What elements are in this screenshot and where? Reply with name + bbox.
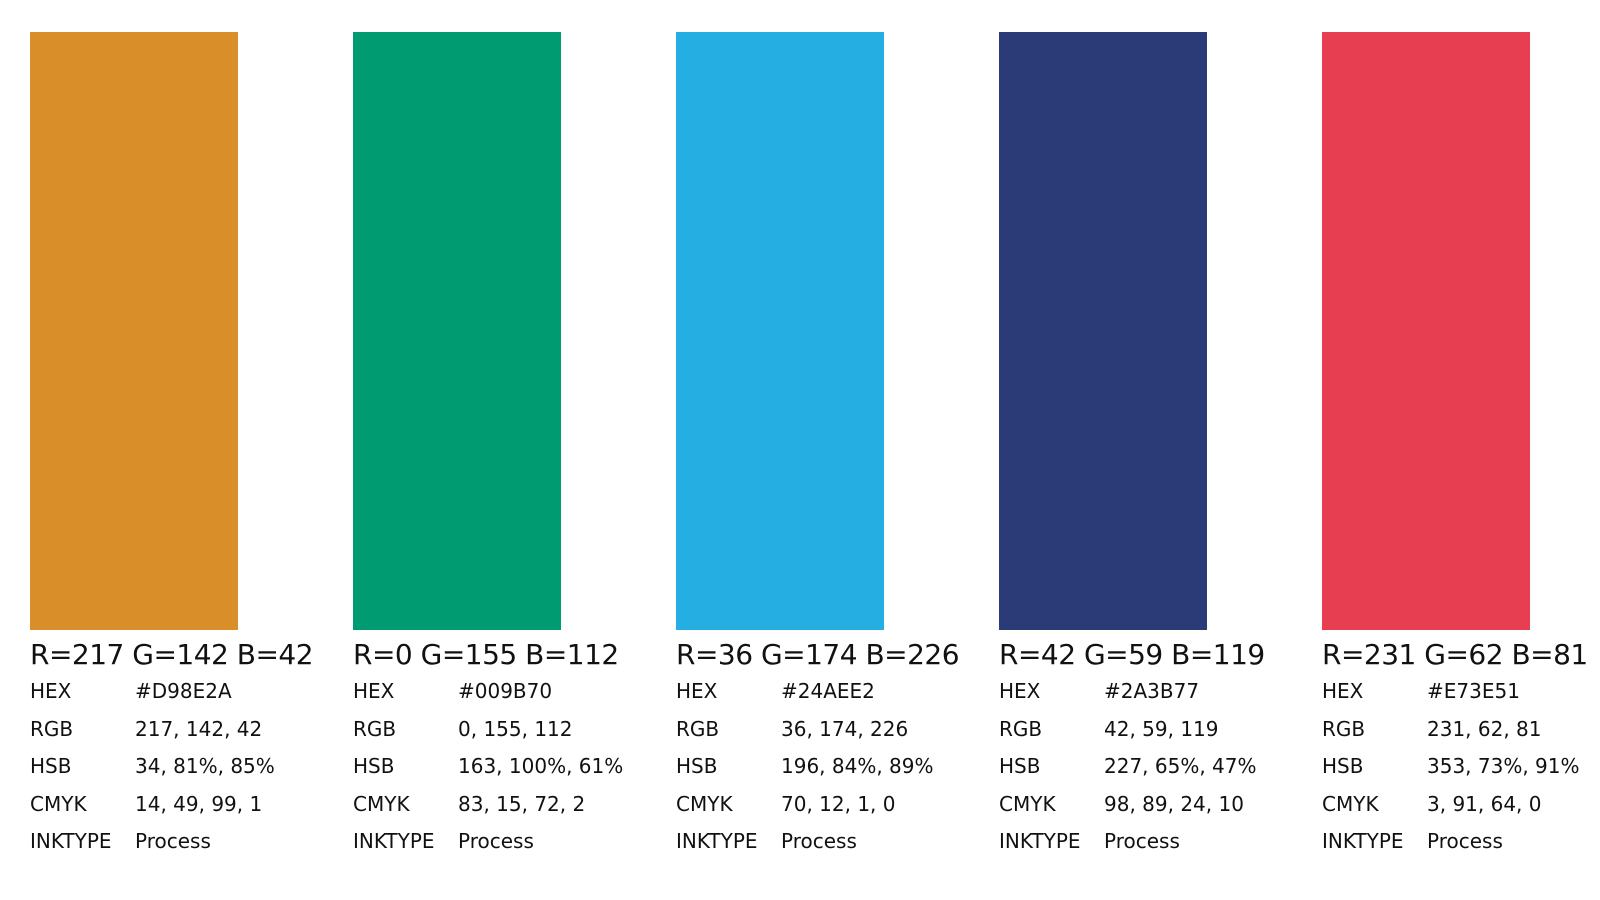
spec-label: HEX [1322,679,1364,703]
spec-value: 14, 49, 99, 1 [135,791,263,816]
color-chip [1322,32,1530,630]
spec-label: RGB [30,716,74,741]
swatch-title: R=36 G=174 B=226 [676,638,960,671]
spec-label: INKTYPE [1322,829,1404,853]
spec-label: HEX [353,679,395,703]
swatch: R=217 G=142 B=42 HEX #D98E2A RGB 217, 142, 4… [30,32,330,892]
spec-label: CMYK [1322,791,1379,816]
spec-label: INKTYPE [676,829,758,853]
spec-label: HEX [999,679,1041,703]
swatch: R=0 G=155 B=112 HEX #009B70 RGB 0, 155, 112 H… [353,32,653,892]
spec-value: 227, 65%, 47% [1104,754,1257,778]
spec-label: HEX [676,679,718,703]
spec-value: 34, 81%, 85% [135,754,275,778]
spec-value: #24AEE2 [781,679,875,703]
color-chip [676,32,884,630]
spec-value: 353, 73%, 91% [1427,754,1580,778]
swatch-title: R=217 G=142 B=42 [30,638,314,671]
spec-value: 163, 100%, 61% [458,754,624,778]
swatch: R=42 G=59 B=119 HEX #2A3B77 RGB 42, 59, 119 H… [999,32,1299,892]
color-chip [999,32,1207,630]
spec-value: 217, 142, 42 [135,716,263,741]
spec-label: HSB [676,754,718,778]
spec-value: 0, 155, 112 [458,716,573,741]
spec-value: 196, 84%, 89% [781,754,934,778]
spec-value: #009B70 [458,679,553,703]
spec-label: CMYK [676,791,733,816]
spec-label: CMYK [353,791,410,816]
spec-value: Process [781,829,857,853]
color-chip [30,32,238,630]
swatch-title: R=42 G=59 B=119 [999,638,1265,671]
spec-value: 3, 91, 64, 0 [1427,791,1542,816]
spec-label: HSB [1322,754,1364,778]
spec-value: 231, 62, 81 [1427,716,1542,741]
spec-label: RGB [353,716,397,741]
spec-label: HEX [30,679,72,703]
spec-label: HSB [353,754,395,778]
spec-label: HSB [30,754,72,778]
swatch: R=231 G=62 B=81 HEX #E73E51 RGB 231, 62, 81 H… [1322,32,1600,892]
spec-value: 42, 59, 119 [1104,716,1219,741]
spec-label: CMYK [999,791,1056,816]
spec-label: INKTYPE [353,829,435,853]
spec-label: INKTYPE [999,829,1081,853]
swatch: R=36 G=174 B=226 HEX #24AEE2 RGB 36, 174, 22… [676,32,976,892]
spec-label: CMYK [30,791,87,816]
spec-value: #D98E2A [135,679,232,703]
spec-value: #E73E51 [1427,679,1520,703]
spec-label: INKTYPE [30,829,112,853]
spec-value: #2A3B77 [1104,679,1200,703]
spec-value: Process [135,829,211,853]
spec-label: RGB [676,716,720,741]
spec-value: 83, 15, 72, 2 [458,791,586,816]
spec-label: HSB [999,754,1041,778]
swatch-title: R=231 G=62 B=81 [1322,638,1588,671]
spec-value: Process [1104,829,1180,853]
spec-value: Process [1427,829,1503,853]
swatch-title: R=0 G=155 B=112 [353,638,619,671]
spec-value: 98, 89, 24, 10 [1104,791,1244,816]
spec-value: 36, 174, 226 [781,716,909,741]
spec-value: 70, 12, 1, 0 [781,791,896,816]
spec-label: RGB [999,716,1043,741]
spec-value: Process [458,829,534,853]
spec-label: RGB [1322,716,1366,741]
color-chip [353,32,561,630]
